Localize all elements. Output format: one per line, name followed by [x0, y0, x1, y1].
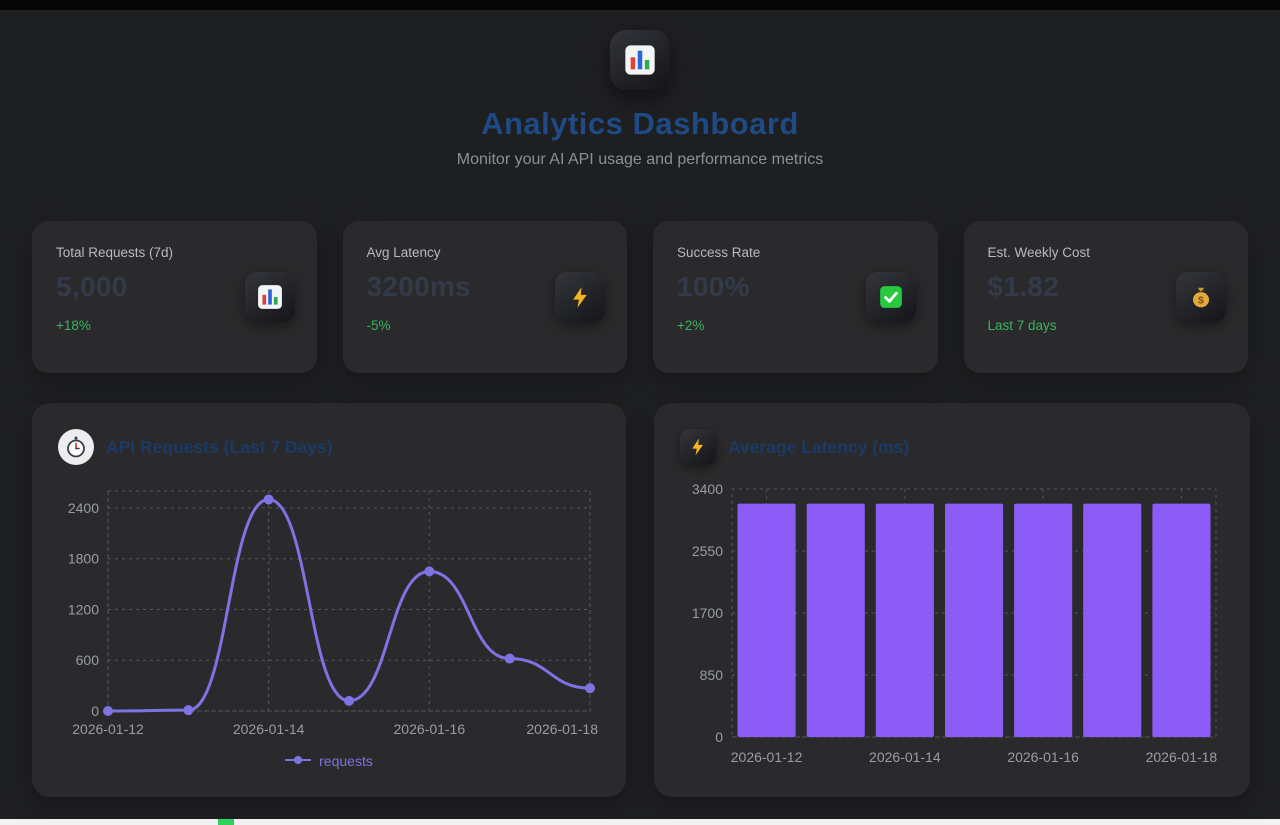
- stat-value: 5,000: [56, 271, 128, 302]
- svg-text:2026-01-16: 2026-01-16: [1007, 749, 1079, 765]
- latency-chart-header: Average Latency (ms): [680, 429, 1224, 465]
- requests-chart-legend: requests: [58, 752, 600, 770]
- page-title: Analytics Dashboard: [481, 106, 799, 141]
- money-bag-icon: $: [1176, 272, 1226, 322]
- latency-bar-chart-canvas: 0 850 1700 2550 3400 2026-01-12 2026-01-14 2026…: [680, 477, 1224, 782]
- stats-row: Total Requests (7d) 5,000 +18% Avg Laten…: [0, 221, 1280, 373]
- svg-text:2026-01-14: 2026-01-14: [233, 721, 305, 737]
- stat-delta: -5%: [366, 318, 391, 333]
- stat-label: Avg Latency: [366, 245, 441, 260]
- svg-text:0: 0: [91, 703, 99, 719]
- requests-chart-card: API Requests (Last 7 Days) 0 600 1200 1800 2…: [32, 403, 626, 797]
- svg-text:2026-01-12: 2026-01-12: [731, 749, 803, 765]
- svg-text:$: $: [1198, 296, 1204, 307]
- requests-chart-header: API Requests (Last 7 Days): [58, 429, 600, 465]
- stat-delta: +18%: [56, 318, 91, 333]
- stat-card-weekly-cost: Est. Weekly Cost $1.82 Last 7 days $: [963, 221, 1248, 373]
- svg-text:850: 850: [700, 667, 724, 683]
- stat-value: 3200ms: [366, 271, 472, 302]
- app-logo: [610, 30, 670, 90]
- svg-text:2026-01-18: 2026-01-18: [526, 721, 598, 737]
- svg-text:1800: 1800: [68, 551, 99, 567]
- legend-line-marker-icon: [285, 752, 312, 770]
- latency-chart-card: Average Latency (ms) 0 850 1700 2550 3400 202…: [654, 403, 1250, 797]
- dashboard-header: Analytics Dashboard Monitor your AI API …: [0, 0, 1280, 169]
- requests-line-chart-canvas: 0 600 1200 1800 2400 2026-01-12 2026-01-14 2026…: [58, 477, 600, 750]
- bar-chart-icon: [625, 45, 655, 75]
- stat-value: $1.82: [987, 271, 1060, 302]
- svg-text:2400: 2400: [68, 500, 99, 516]
- stat-delta: Last 7 days: [987, 318, 1057, 333]
- svg-text:1700: 1700: [692, 605, 723, 621]
- svg-text:0: 0: [715, 729, 723, 745]
- stat-label: Total Requests (7d): [56, 245, 174, 260]
- page-subtitle: Monitor your AI API usage and performanc…: [456, 151, 824, 168]
- stat-delta: +2%: [677, 318, 705, 333]
- requests-chart-title: API Requests (Last 7 Days): [106, 436, 333, 457]
- svg-text:2026-01-18: 2026-01-18: [1146, 749, 1218, 765]
- bottom-green-chip: [218, 819, 234, 825]
- stat-value: 100%: [677, 271, 750, 302]
- bar-chart-icon: [244, 272, 295, 322]
- lightning-icon: [555, 272, 605, 322]
- svg-text:2026-01-12: 2026-01-12: [72, 721, 144, 737]
- bottom-edge-strip: [0, 819, 1280, 825]
- svg-text:600: 600: [76, 652, 100, 668]
- stat-label: Success Rate: [677, 245, 761, 260]
- svg-text:2026-01-16: 2026-01-16: [394, 721, 466, 737]
- check-mark-icon: [865, 272, 916, 322]
- stat-card-total-requests: Total Requests (7d) 5,000 +18%: [32, 221, 317, 373]
- svg-text:1200: 1200: [68, 601, 99, 617]
- legend-label-requests[interactable]: requests: [319, 753, 373, 769]
- stat-card-avg-latency: Avg Latency 3200ms -5%: [342, 221, 627, 373]
- svg-text:2550: 2550: [692, 543, 723, 559]
- top-edge-strip: [0, 0, 1280, 10]
- svg-text:2026-01-14: 2026-01-14: [869, 749, 941, 765]
- lightning-icon: [680, 429, 716, 465]
- latency-chart-title: Average Latency (ms): [728, 436, 910, 457]
- svg-text:3400: 3400: [692, 481, 723, 497]
- stopwatch-icon: [58, 429, 94, 465]
- stat-label: Est. Weekly Cost: [987, 245, 1091, 260]
- stat-card-success-rate: Success Rate 100% +2%: [653, 221, 938, 373]
- charts-row: API Requests (Last 7 Days) 0 600 1200 1800 2…: [0, 403, 1280, 797]
